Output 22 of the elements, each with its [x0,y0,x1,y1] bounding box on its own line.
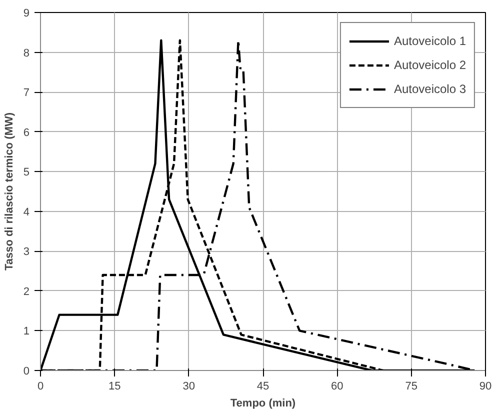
y-tick-label: 5 [23,166,30,179]
y-axis-title: Tasso di rilascio termico (MW) [3,112,16,271]
y-tick-label: 0 [23,366,30,378]
x-tick-label: 30 [182,380,195,392]
x-tick-label: 0 [37,380,44,392]
legend-label: Autoveicolo 1 [394,34,466,48]
y-tick-label: 6 [23,126,30,139]
x-tick-label: 90 [479,380,492,392]
x-tick-label: 75 [405,380,418,392]
x-tick-label: 60 [331,380,344,392]
x-tick-label: 45 [256,380,270,392]
y-tick-label: 8 [23,47,30,60]
y-tick-label: 1 [23,326,30,338]
y-tick-label: 9 [23,8,30,20]
x-tick-label: 15 [108,380,121,392]
legend-label: Autoveicolo 2 [394,58,466,72]
y-tick-label: 4 [23,206,30,218]
y-tick-label: 7 [23,87,30,100]
x-axis-title: Tempo (min) [230,398,296,410]
y-tick-label: 3 [23,246,30,258]
legend-label: Autoveicolo 3 [394,82,466,96]
y-tick-label: 2 [23,286,30,298]
